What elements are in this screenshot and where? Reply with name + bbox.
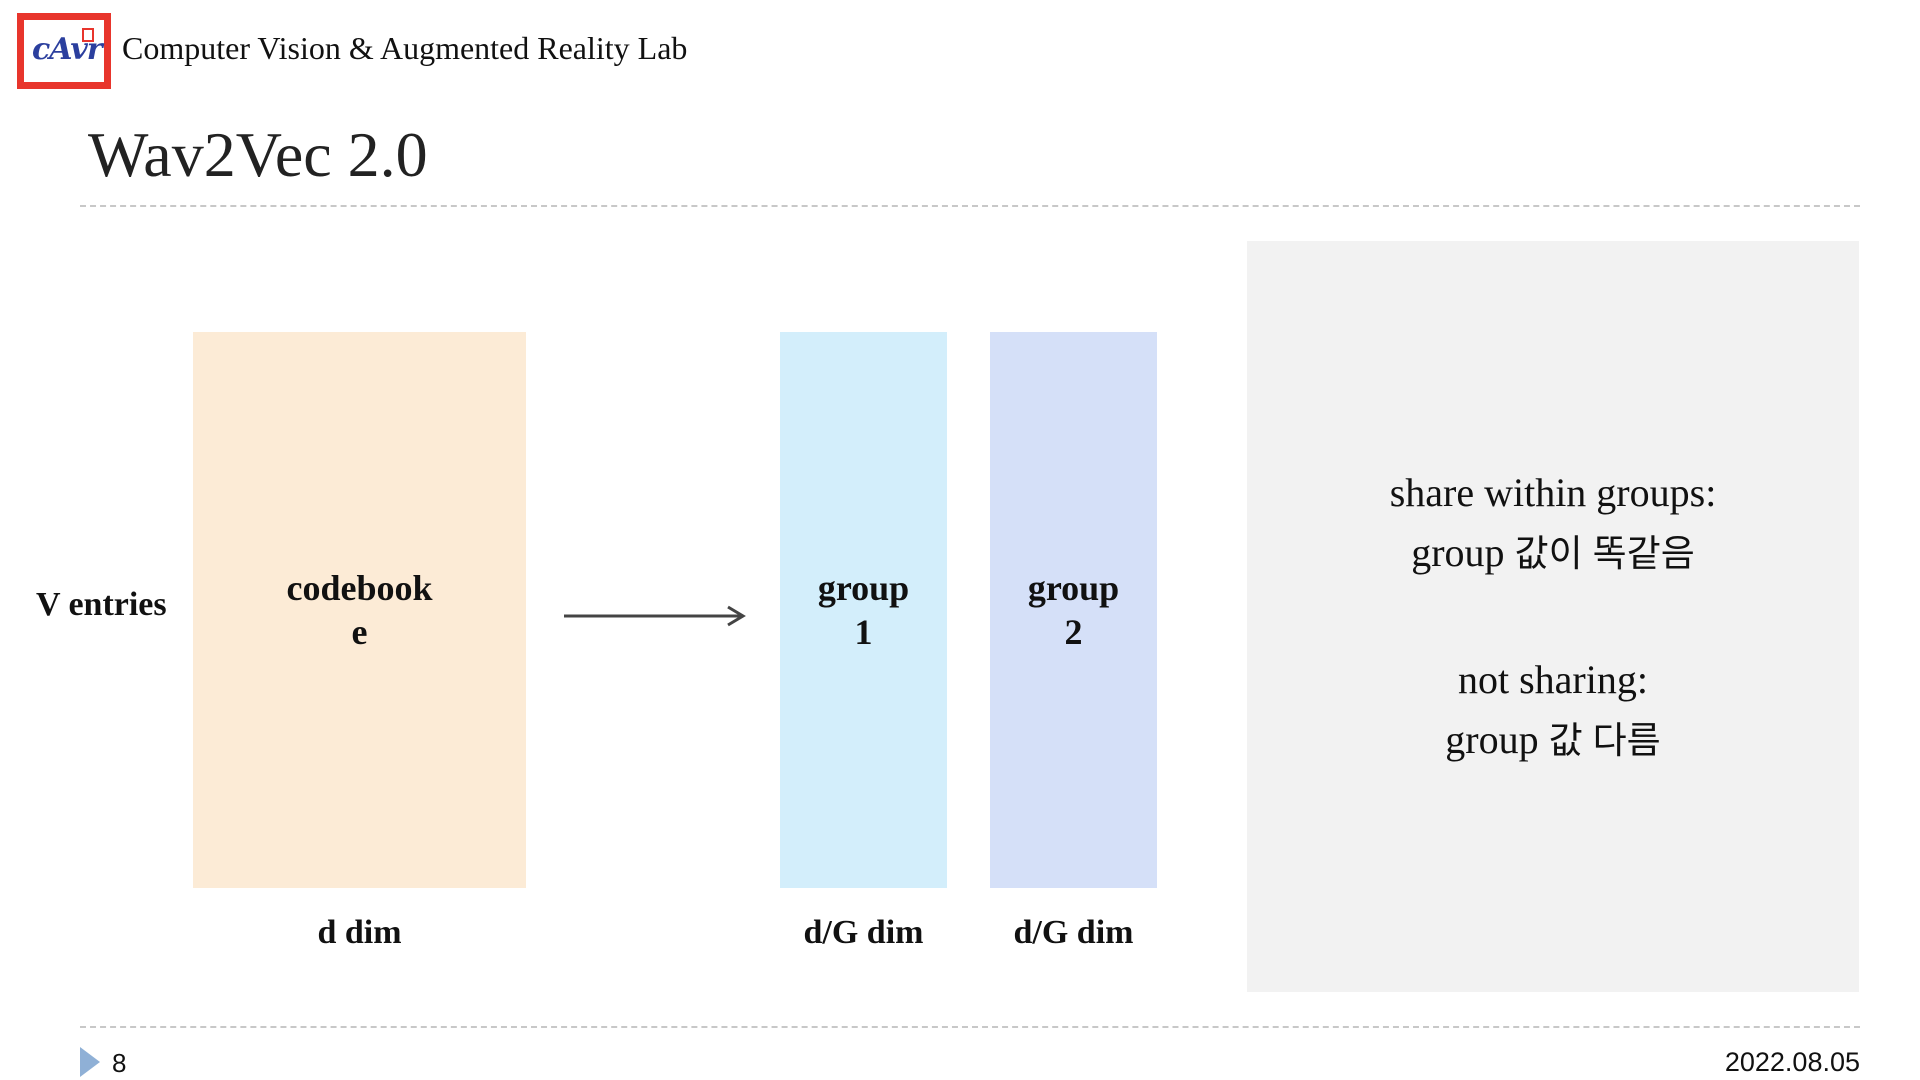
arrow-right-icon [564, 605, 746, 627]
group-1-label: group [817, 568, 910, 608]
v-entries-label: V entries [36, 586, 167, 623]
group-2-dim-label: d/G dim [1013, 914, 1134, 951]
codebook-block: codebook e [193, 332, 526, 888]
codebook-label: codebook [286, 568, 433, 608]
group-1-block: group 1 [780, 332, 947, 888]
notes-panel: share within groups: group 값이 똑같음 not sh… [1247, 241, 1859, 992]
share-heading: share within groups: [1389, 469, 1717, 515]
footer-date: 2022.08.05 [1724, 1047, 1860, 1077]
footer-divider [80, 1026, 1860, 1028]
share-detail: group 값이 똑같음 [1411, 523, 1695, 584]
slide-title: Wav2Vec 2.0 [88, 119, 428, 190]
not-share-heading: not sharing: [1458, 656, 1648, 702]
lab-logo: cAvr [17, 13, 111, 89]
lab-name: Computer Vision & Augmented Reality Lab [122, 30, 688, 66]
page-number: 8 [112, 1048, 127, 1078]
not-share-detail-text: group 값 다름 [1445, 716, 1661, 762]
group-2-label: group [1027, 568, 1120, 608]
logo-mark: cAvr [32, 32, 103, 67]
group-1-dim-label: d/G dim [803, 914, 924, 951]
logo-box-icon [82, 28, 94, 42]
not-share-detail: group 값 다름 [1445, 710, 1660, 771]
logo-inner: cAvr [24, 20, 104, 82]
page-triangle-icon [80, 1047, 100, 1077]
title-divider [80, 205, 1860, 207]
group-2-number: 2 [1064, 612, 1083, 652]
group-1-number: 1 [854, 612, 873, 652]
codebook-symbol: e [351, 612, 368, 652]
share-detail-text: group 값이 똑같음 [1411, 529, 1695, 575]
group-2-block: group 2 [990, 332, 1157, 888]
codebook-dim-label: d dim [317, 914, 402, 951]
